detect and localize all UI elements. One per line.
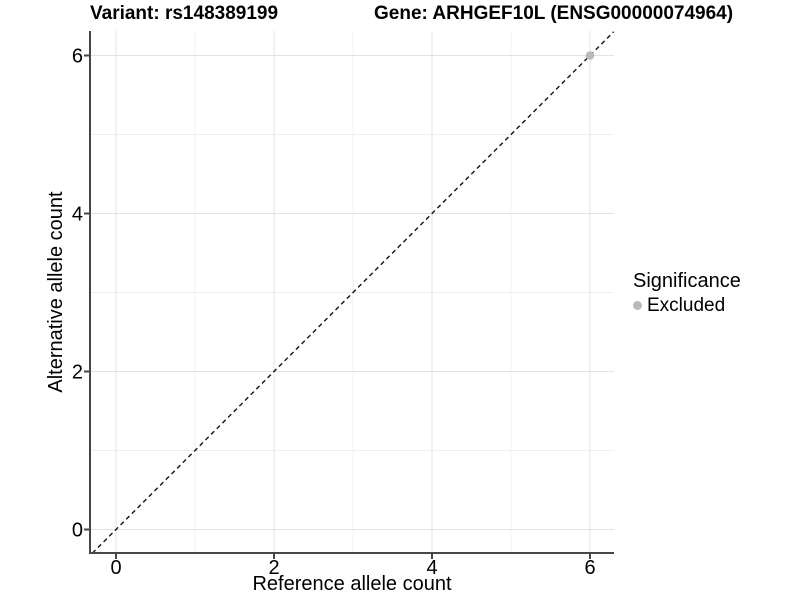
legend-item-label: Excluded <box>647 295 726 316</box>
legend: Significance Excluded <box>633 270 741 316</box>
plot-title-gene: Gene: ARHGEF10L (ENSG00000074964) <box>374 3 734 24</box>
data-point-excluded <box>585 51 595 60</box>
x-axis-title: Reference allele count <box>252 573 452 595</box>
y-tick-label: 0 <box>72 520 83 542</box>
legend-point-icon <box>633 301 642 310</box>
x-tick-label: 2 <box>268 557 279 579</box>
y-tick-label: 6 <box>72 46 83 68</box>
identity-dashed-line <box>91 31 615 554</box>
legend-title: Significance <box>633 270 741 292</box>
y-axis-title: Alternative allele count <box>45 191 67 393</box>
plot-title-variant: Variant: rs148389199 <box>90 3 279 24</box>
x-tick-label: 6 <box>584 557 595 579</box>
x-tick-label: 4 <box>426 557 437 579</box>
legend-item-excluded: Excluded <box>633 295 741 316</box>
x-tick-label: 0 <box>110 557 121 579</box>
y-tick-label: 4 <box>72 204 83 226</box>
y-tick-label: 2 <box>72 362 83 384</box>
